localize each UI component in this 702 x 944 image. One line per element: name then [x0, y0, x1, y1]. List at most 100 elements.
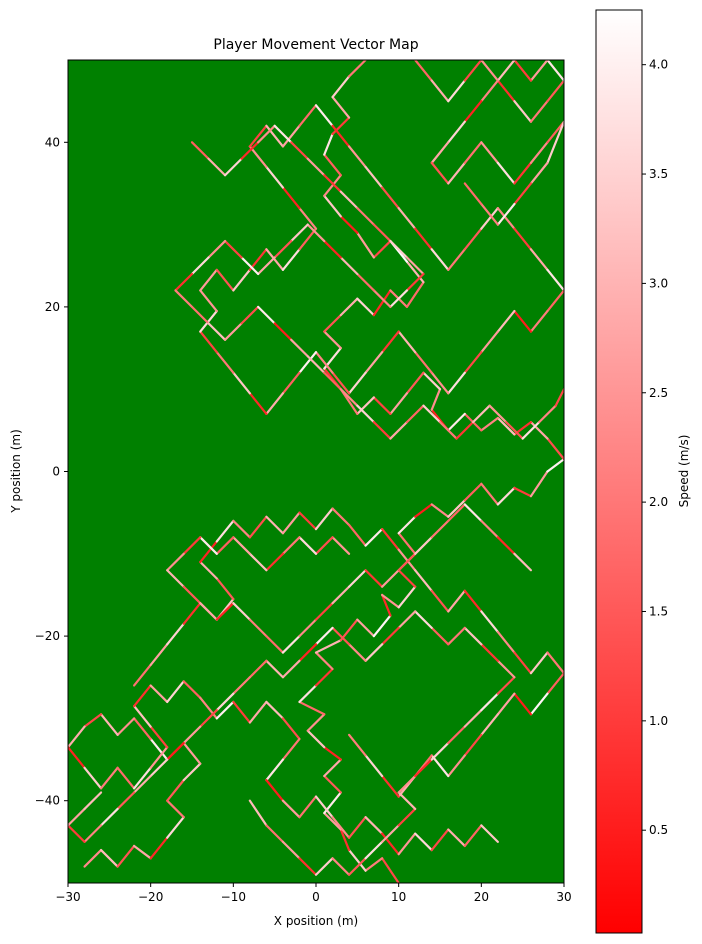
- movement-segment: [405, 256, 425, 276]
- movement-segment: [265, 758, 285, 782]
- movement-segment: [339, 618, 359, 642]
- movement-segment: [207, 157, 227, 177]
- movement-segment: [248, 124, 268, 148]
- movement-segment: [480, 643, 499, 662]
- movement-segment: [248, 392, 268, 415]
- y-tick-label: −40: [35, 794, 60, 808]
- movement-segment: [331, 536, 351, 555]
- movement-segment: [248, 799, 268, 827]
- movement-segment: [257, 256, 276, 276]
- x-tick-label: 30: [556, 890, 571, 904]
- movement-segment: [480, 713, 499, 736]
- movement-segment: [513, 486, 533, 498]
- movement-segment: [389, 392, 409, 415]
- movement-segment: [430, 754, 450, 778]
- movement-segment: [248, 145, 268, 169]
- movement-segment: [323, 132, 334, 156]
- movement-segment: [463, 626, 483, 646]
- movement-segment: [133, 684, 152, 708]
- movement-segment: [149, 643, 169, 667]
- movement-segment: [364, 816, 384, 835]
- movement-segment: [364, 643, 384, 662]
- movement-segment: [199, 536, 218, 555]
- movement-segment: [447, 79, 466, 103]
- movement-segment: [447, 626, 466, 646]
- movement-segment: [447, 371, 466, 395]
- movement-segment: [314, 507, 334, 531]
- movement-segment: [331, 585, 351, 605]
- movement-segment: [414, 503, 433, 518]
- movement-segment: [389, 239, 409, 259]
- movement-segment: [447, 120, 466, 144]
- movement-segment: [265, 552, 285, 572]
- movement-segment: [331, 116, 351, 136]
- movement-segment: [356, 618, 375, 638]
- movement-segment: [488, 404, 508, 424]
- movement-segment: [447, 412, 466, 432]
- movement-segment: [265, 248, 285, 271]
- movement-segment: [207, 239, 227, 259]
- movement-segment: [298, 511, 318, 531]
- movement-segment: [232, 602, 251, 621]
- movement-segment: [546, 458, 564, 473]
- movement-segment: [496, 486, 516, 506]
- movement-segment: [513, 651, 533, 675]
- movement-segment: [381, 569, 400, 588]
- colorbar-tick-label: 3.0: [649, 276, 668, 290]
- trajectory-layer: [68, 60, 564, 883]
- movement-segment: [430, 741, 450, 761]
- movement-segment: [166, 622, 185, 646]
- movement-segment: [166, 779, 185, 802]
- movement-segment: [496, 676, 516, 695]
- movement-segment: [397, 610, 417, 629]
- movement-segment: [372, 289, 392, 317]
- movement-segment: [480, 141, 499, 164]
- movement-segment: [331, 626, 351, 646]
- movement-segment: [199, 330, 218, 354]
- movement-segment: [281, 634, 301, 654]
- movement-segment: [480, 824, 499, 843]
- colorbar-tick-label: 3.5: [649, 167, 668, 181]
- movement-segment: [215, 602, 235, 621]
- movement-segment: [306, 713, 326, 732]
- movement-segment: [546, 289, 564, 313]
- movement-segment: [298, 618, 318, 638]
- movement-segment: [306, 355, 326, 374]
- movement-segment: [232, 268, 251, 292]
- movement-segment: [215, 519, 235, 543]
- movement-segment: [215, 577, 235, 601]
- movement-segment: [281, 371, 301, 395]
- movement-segment: [347, 733, 367, 757]
- movement-segment: [232, 676, 251, 695]
- movement-segment: [265, 779, 285, 802]
- movement-segment: [430, 388, 442, 411]
- movement-segment: [414, 569, 433, 592]
- movement-segment: [331, 857, 351, 876]
- movement-segment: [356, 297, 375, 317]
- movement-segment: [447, 754, 466, 778]
- movement-segment: [199, 696, 218, 720]
- movement-segment: [281, 124, 301, 148]
- trajectory-4: [414, 60, 564, 226]
- movement-segment: [430, 519, 450, 539]
- movement-segment: [257, 305, 276, 325]
- movement-segment: [546, 120, 564, 164]
- movement-segment: [298, 104, 318, 127]
- movement-segment: [455, 421, 475, 440]
- colorbar-label: Speed (m/s): [677, 435, 691, 508]
- movement-segment: [190, 256, 210, 276]
- x-axis-label: X position (m): [274, 914, 358, 928]
- movement-segment: [174, 289, 194, 308]
- movement-segment: [480, 207, 499, 230]
- movement-segment: [529, 421, 549, 440]
- movement-segment: [496, 659, 516, 679]
- movement-segment: [529, 60, 549, 82]
- movement-segment: [414, 832, 433, 852]
- movement-segment: [83, 713, 103, 728]
- movement-segment: [133, 766, 152, 790]
- movement-segment: [381, 824, 400, 843]
- movement-segment: [182, 741, 202, 765]
- movement-segment: [480, 79, 499, 103]
- movement-segment: [232, 519, 251, 539]
- movement-segment: [480, 202, 499, 226]
